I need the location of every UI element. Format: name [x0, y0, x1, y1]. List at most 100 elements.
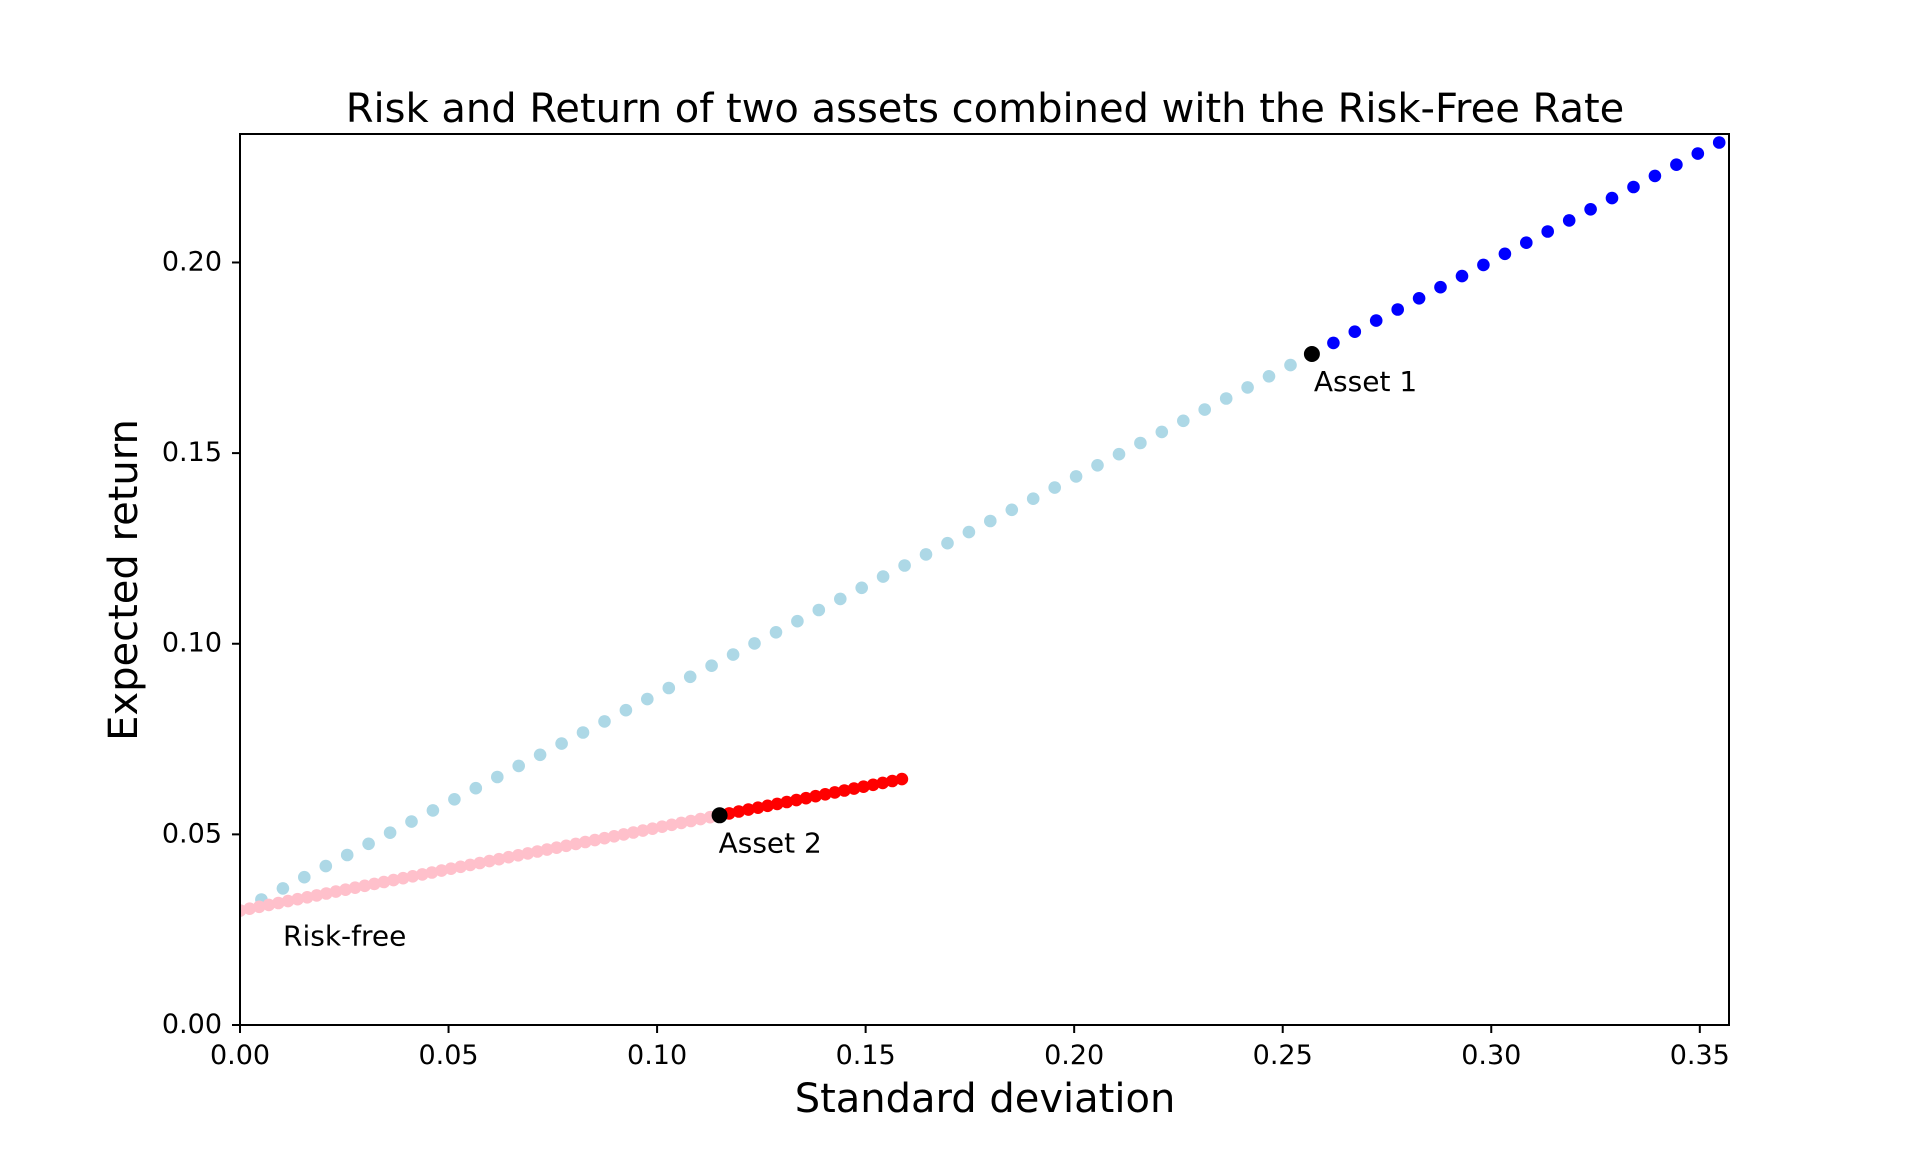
cal-dot — [799, 791, 813, 805]
cal-dot — [665, 818, 678, 832]
cal-dot — [748, 637, 761, 650]
cal-dot — [533, 748, 547, 762]
cal-dot — [426, 804, 440, 817]
cal-dot — [1198, 403, 1211, 416]
cal-dot — [329, 885, 343, 898]
cal-dot — [540, 843, 554, 856]
cal-dot — [319, 859, 333, 873]
cal-dot — [512, 759, 525, 773]
cal-dot — [1069, 470, 1083, 483]
cal-dot — [550, 841, 563, 854]
cal-dot — [984, 514, 997, 528]
cal-dot — [444, 862, 458, 875]
cal-dot — [298, 870, 311, 884]
cal-dot — [1455, 269, 1469, 283]
cal-dot — [492, 852, 506, 866]
cal-dot — [598, 831, 611, 845]
cal-dot — [272, 896, 285, 910]
cal-dot — [320, 887, 333, 900]
cal-dot — [732, 805, 746, 818]
cal-dot — [340, 848, 354, 862]
cal-dot — [1155, 425, 1169, 439]
cal-dot — [281, 894, 295, 908]
cal-dot — [834, 592, 847, 606]
cal-dot — [588, 833, 602, 847]
y-tick-label-0.20: 0.20 — [162, 246, 222, 277]
cal-dot — [790, 793, 803, 807]
cal-dot — [791, 614, 804, 628]
cal-dot — [531, 845, 544, 858]
cal-dot — [684, 814, 698, 828]
cal-dot — [1327, 336, 1340, 350]
cal-dot — [607, 830, 621, 843]
cal-dot — [473, 856, 487, 870]
cal-dot — [1584, 203, 1597, 216]
cal-dot — [895, 772, 909, 786]
cal-dot — [1241, 381, 1254, 394]
cal-dot — [941, 536, 954, 550]
cal-dot — [276, 882, 290, 895]
cal-dot — [726, 648, 740, 661]
cal-dot — [1477, 258, 1490, 272]
x-tick-label-0.05: 0.05 — [418, 1040, 478, 1071]
cal-dot — [742, 803, 755, 816]
x-tick-label-0.35: 0.35 — [1670, 1040, 1730, 1071]
cal-dot — [387, 873, 400, 887]
x-tick-label-0.00: 0.00 — [210, 1040, 270, 1071]
cal-line-asset-2 — [240, 772, 909, 917]
y-tick-label-0.00: 0.00 — [162, 1009, 222, 1040]
asset-1-marker — [1303, 346, 1320, 362]
annotations: Asset 1 Asset 2 Risk-free — [283, 365, 1417, 953]
cal-dot — [555, 737, 568, 750]
cal-dot — [769, 626, 783, 639]
cal-dot — [1005, 503, 1019, 517]
cal-dot — [559, 839, 573, 853]
cal-dot — [617, 828, 630, 841]
cal-dot — [252, 900, 266, 914]
x-tick-label-0.20: 0.20 — [1044, 1040, 1104, 1071]
cal-dot — [291, 892, 304, 906]
cal-dot — [876, 776, 889, 790]
cal-dot — [962, 525, 976, 539]
x-tick-label-0.10: 0.10 — [627, 1040, 687, 1071]
cal-dot — [1627, 180, 1640, 194]
cal-dot — [1091, 459, 1104, 472]
cal-dot — [1541, 225, 1554, 238]
cal-dot — [358, 879, 372, 893]
asset-markers — [711, 346, 1320, 824]
cal-dot — [1670, 158, 1683, 171]
asset-2-marker — [711, 807, 728, 824]
cal-dot — [1712, 136, 1726, 149]
cal-dot — [1177, 414, 1190, 428]
cal-dot — [491, 770, 504, 784]
y-tick-label-0.05: 0.05 — [162, 818, 222, 849]
annotation-risk-free: Risk-free — [283, 920, 406, 953]
cal-dot — [675, 816, 688, 830]
cal-dot — [828, 786, 842, 799]
cal-dot — [705, 659, 718, 672]
y-axis-label: Expected return — [101, 419, 147, 741]
cal-dot — [569, 837, 583, 851]
cal-dot — [1262, 370, 1276, 383]
cal-dot — [1369, 314, 1383, 327]
cal-dot — [300, 891, 314, 904]
cal-dot — [838, 784, 851, 797]
cal-dot — [761, 799, 774, 813]
cal-dot — [619, 703, 633, 717]
annotation-asset-2: Asset 2 — [719, 826, 822, 859]
cal-dot — [627, 826, 640, 839]
cal-dot — [683, 670, 697, 684]
annotation-asset-1: Asset 1 — [1314, 365, 1417, 398]
cal-dot — [463, 858, 477, 872]
cal-dot — [1348, 325, 1362, 339]
y-tick-label-0.10: 0.10 — [162, 628, 222, 659]
cal-dot — [243, 902, 256, 915]
cal-dot — [812, 603, 826, 617]
cal-dot — [576, 726, 590, 739]
y-tick-label-0.15: 0.15 — [162, 437, 222, 468]
cal-dot — [339, 883, 352, 896]
cal-dot — [469, 781, 483, 795]
cal-dot — [857, 780, 870, 793]
cal-dot — [383, 826, 397, 839]
